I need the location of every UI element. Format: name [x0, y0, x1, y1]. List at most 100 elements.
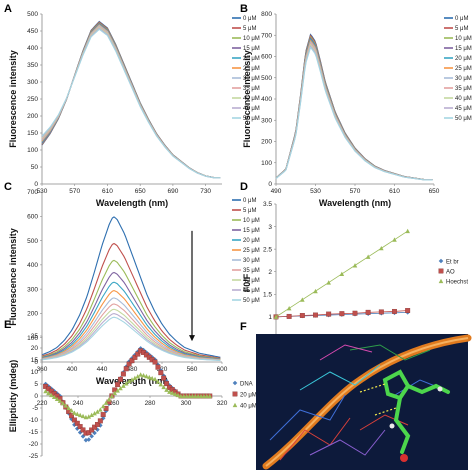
panel-f: F: [240, 321, 472, 470]
data-point: [198, 393, 204, 399]
legend-label: 40 μM: [243, 96, 260, 102]
data-point: [57, 398, 63, 403]
x-tick-label: 570: [69, 188, 80, 195]
y-tick-label: 300: [27, 79, 38, 86]
data-point: [339, 271, 345, 277]
nucleotide-wireframe: [319, 344, 373, 361]
legend-label: 15 μM: [243, 228, 260, 234]
data-point: [97, 418, 103, 424]
legend-label: 0 μM: [243, 198, 256, 204]
hydrogen-bond: [359, 383, 386, 393]
legend-label: 10 μM: [243, 218, 260, 224]
data-point: [181, 393, 187, 399]
series-line-10: [41, 28, 221, 179]
nucleotide-wireframe: [269, 394, 346, 441]
legend-label: 30 μM: [243, 258, 260, 264]
data-point: [190, 393, 195, 399]
x-tick-label: 300: [181, 400, 192, 407]
data-point: [405, 228, 410, 234]
series-line-5: [41, 290, 221, 361]
y-tick-label: 600: [27, 213, 38, 220]
series-line-5: [41, 24, 221, 179]
series-line-2: [41, 259, 221, 360]
legend-label: 50 μM: [243, 116, 260, 122]
data-point: [86, 430, 92, 436]
data-point: [80, 413, 86, 419]
legend-label: 35 μM: [455, 86, 472, 92]
data-point: [204, 393, 210, 399]
y-tick-label: 0: [34, 393, 38, 400]
data-point: [378, 309, 384, 315]
data-point: [184, 393, 190, 399]
x-tick-label: 280: [145, 400, 156, 407]
y-tick-label: 10: [31, 369, 39, 376]
series-line-7: [41, 25, 221, 179]
data-point: [98, 407, 103, 412]
y-tick-label: 300: [261, 117, 272, 124]
data-point: [129, 377, 135, 382]
legend-label: 30 μM: [455, 76, 472, 82]
y-tick-label: 0: [268, 181, 272, 188]
dna-backbone-highlight: [265, 337, 469, 467]
data-point: [80, 434, 86, 439]
legend-label: 40 μM: [455, 96, 472, 102]
data-point: [115, 382, 121, 388]
data-point: [132, 354, 138, 360]
y-tick-label: 0: [34, 181, 38, 188]
data-point: [63, 403, 69, 408]
y-tick-label: 2: [268, 269, 272, 276]
y-tick-label: 5: [34, 381, 38, 388]
data-point: [352, 263, 358, 268]
x-tick-label: 400: [67, 366, 78, 373]
data-point: [161, 375, 167, 381]
series-line-9: [41, 27, 221, 179]
nucleotide-wireframe: [299, 364, 381, 391]
panel-letter: A: [4, 3, 12, 15]
data-point: [170, 390, 175, 395]
data-point: [135, 351, 141, 357]
legend-label: 45 μM: [455, 106, 472, 112]
panel-letter: E: [4, 319, 11, 331]
data-point: [392, 237, 397, 242]
panel-letter: D: [240, 181, 248, 193]
y-tick-label: 100: [261, 160, 272, 167]
data-point: [74, 420, 80, 426]
panel-e: -25 -20 -15 -10 -5 0 5 10 15 20 25 220 240 260 280 300 3…: [4, 319, 257, 460]
legend-label: 10 μM: [243, 36, 260, 42]
panel-letter: F: [240, 321, 247, 333]
legend-label: 20 μM: [455, 56, 472, 62]
data-point: [155, 379, 161, 384]
x-axis-label: Wavelength (nm): [319, 198, 391, 208]
data-point: [286, 313, 292, 319]
data-point: [365, 254, 371, 259]
data-point: [74, 426, 80, 431]
panel-letter: C: [4, 181, 12, 193]
data-point: [129, 358, 135, 364]
data-point: [95, 409, 100, 414]
legend-label: 5 μM: [243, 208, 256, 214]
data-point: [158, 370, 164, 376]
y-tick-label: 400: [27, 262, 38, 269]
data-point: [187, 393, 192, 399]
data-point: [164, 381, 170, 387]
y-tick-label: 3: [268, 224, 272, 231]
data-point: [106, 397, 112, 402]
y-tick-label: -20: [29, 441, 39, 448]
legend-label: 35 μM: [243, 268, 260, 274]
series-line-2: [41, 22, 221, 179]
y-tick-label: 800: [261, 11, 272, 18]
legend-label: Hoechst: [446, 280, 468, 286]
data-point: [195, 393, 201, 399]
data-point: [80, 427, 86, 433]
data-point: [339, 311, 345, 317]
x-tick-label: 690: [167, 188, 178, 195]
data-point: [392, 308, 397, 314]
data-point: [121, 383, 126, 388]
data-point: [100, 403, 106, 409]
data-point: [118, 385, 123, 391]
y-axis-label: Fluorescence intensity: [242, 50, 252, 148]
y-tick-label: 100: [27, 335, 38, 342]
x-tick-label: 320: [217, 400, 228, 407]
panel-letter: B: [240, 3, 248, 15]
